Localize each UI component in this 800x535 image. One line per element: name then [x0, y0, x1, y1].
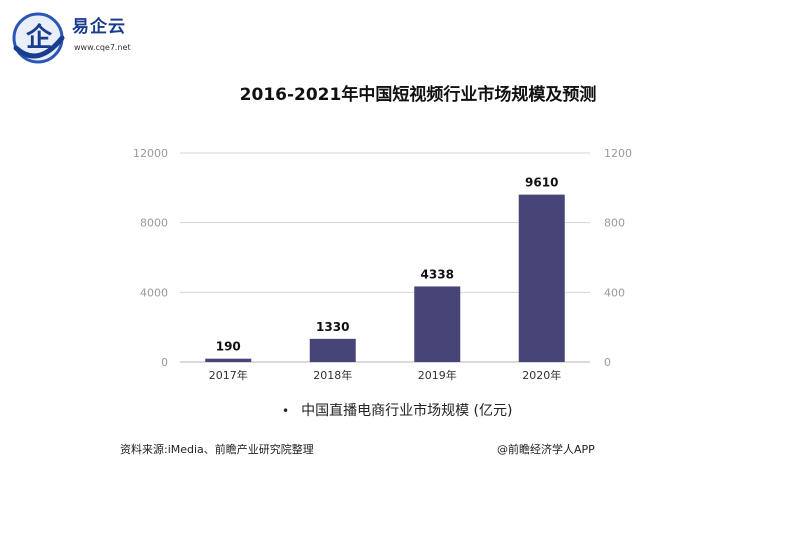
data-labels: 190 1330 4338 9610 [216, 176, 559, 354]
bar [205, 358, 252, 362]
y-right-tick-label: 0 [604, 356, 611, 369]
y-right-tick-label: 400 [604, 286, 625, 299]
x-tick-label: 2018年 [313, 368, 352, 382]
data-label: 1330 [316, 320, 349, 334]
x-axis: 2017年 2018年 2019年 2020年 [209, 368, 562, 382]
legend-bullet: • [282, 404, 290, 418]
y-right-tick-label: 800 [604, 217, 625, 230]
legend: • 中国直播电商行业市场规模 (亿元) [282, 400, 512, 420]
y-left-tick-label: 4000 [140, 286, 168, 299]
y-left-tick-label: 0 [161, 356, 168, 369]
x-tick-label: 2019年 [418, 368, 457, 382]
data-label: 4338 [421, 267, 454, 281]
y-left-tick-label: 12000 [133, 147, 168, 160]
x-tick-label: 2017年 [209, 368, 248, 382]
bars [205, 194, 565, 362]
data-label: 9610 [525, 176, 558, 190]
legend-label: 中国直播电商行业市场规模 (亿元) [301, 403, 513, 419]
y-axis-left: 0 4000 8000 12000 [133, 147, 168, 369]
data-label: 190 [216, 340, 241, 354]
bar [309, 338, 356, 362]
source-note: 资料来源:iMedia、前瞻产业研究院整理 [120, 443, 314, 456]
chart-title: 2016-2021年中国短视频行业市场规模及预测 [239, 85, 597, 105]
y-left-tick-label: 8000 [140, 217, 168, 230]
logo-brand: 易企云 [72, 17, 126, 37]
logo-url: www.cqe7.net [74, 43, 131, 52]
bar [518, 194, 565, 362]
y-axis-right: 0 400 800 1200 [604, 147, 632, 369]
svg-text:企: 企 [26, 22, 53, 53]
logo: 企 [12, 12, 65, 64]
y-right-tick-label: 1200 [604, 147, 632, 160]
x-tick-label: 2020年 [522, 368, 561, 382]
bar [414, 286, 461, 362]
credit-note: @前瞻经济学人APP [497, 443, 595, 456]
